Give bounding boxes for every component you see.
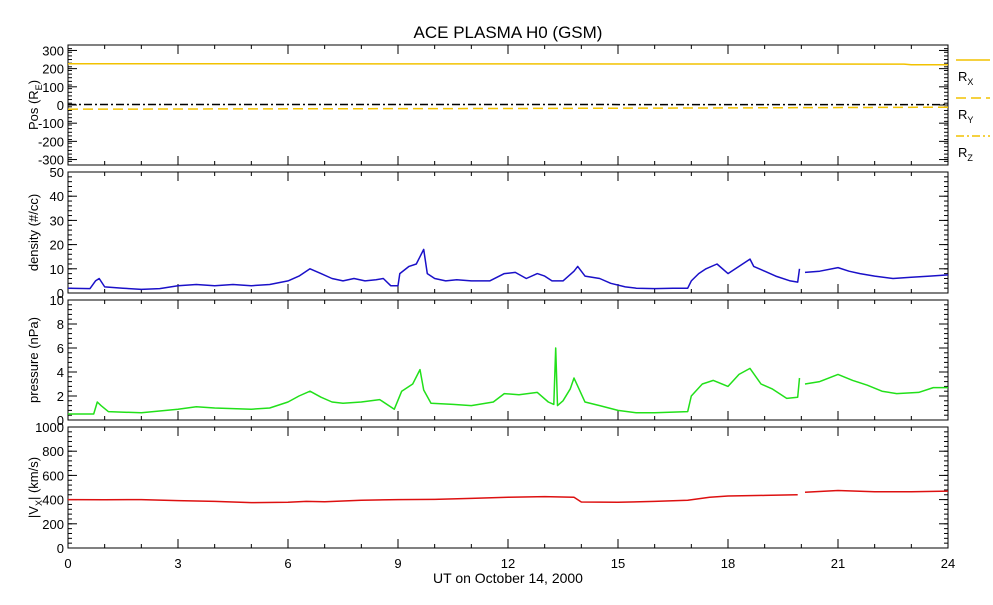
- panel-vx: 0 200 400 600 800 1000 |VX| (km/s) 0 3 6 9 12 15 18 21…: [26, 420, 955, 571]
- x-tick-label: 0: [64, 556, 71, 571]
- y-tick-label: 800: [42, 444, 64, 459]
- y-tick-label: 300: [42, 43, 64, 58]
- y-tick-label: 50: [50, 165, 64, 180]
- panel-frame: [68, 172, 948, 293]
- y-tick-label: 400: [42, 493, 64, 508]
- y-tick-label: 200: [42, 62, 64, 77]
- series-pressure: [68, 348, 948, 414]
- y-tick-label: 40: [50, 189, 64, 204]
- x-axis-label: UT on October 14, 2000: [433, 570, 583, 586]
- legend-label-x: RX: [958, 69, 973, 87]
- x-tick-label: 9: [394, 556, 401, 571]
- y-tick-label: 600: [42, 468, 64, 483]
- y-axis-label: |VX| (km/s): [26, 457, 44, 518]
- y-tick-label: 0: [57, 98, 64, 113]
- y-tick-label: 20: [50, 238, 64, 253]
- x-tick-label: 24: [941, 556, 955, 571]
- series-vx: [68, 491, 948, 503]
- x-tick-label: 21: [831, 556, 845, 571]
- legend-label-z: RZ: [958, 145, 973, 163]
- panel-frame: [68, 427, 948, 548]
- y-tick-label: 8: [57, 317, 64, 332]
- y-tick-label: 10: [50, 262, 64, 277]
- y-tick-label: 1000: [35, 420, 64, 435]
- y-tick-label: 100: [42, 80, 64, 95]
- y-tick-label: 10: [50, 293, 64, 308]
- x-tick-label: 6: [284, 556, 291, 571]
- y-tick-label: -200: [38, 134, 64, 149]
- x-tick-label: 3: [174, 556, 181, 571]
- series-rx: [68, 64, 948, 65]
- y-tick-label: 0: [57, 541, 64, 556]
- x-tick-label: 18: [721, 556, 735, 571]
- y-tick-label: 200: [42, 517, 64, 532]
- y-axis-label: density (#/cc): [26, 194, 41, 271]
- series-density: [68, 249, 948, 289]
- y-tick-label: 4: [57, 365, 64, 380]
- chart-title: ACE PLASMA H0 (GSM): [414, 23, 603, 42]
- y-tick-label: 30: [50, 213, 64, 228]
- y-tick-label: 2: [57, 389, 64, 404]
- y-tick-label: -100: [38, 116, 64, 131]
- x-tick-label: 15: [611, 556, 625, 571]
- legend-label-y: RY: [958, 107, 973, 125]
- x-tick-label: 12: [501, 556, 515, 571]
- series-ry: [68, 107, 948, 109]
- y-tick-label: 6: [57, 341, 64, 356]
- panel-frame: [68, 300, 948, 420]
- y-axis-label: pressure (nPa): [26, 317, 41, 403]
